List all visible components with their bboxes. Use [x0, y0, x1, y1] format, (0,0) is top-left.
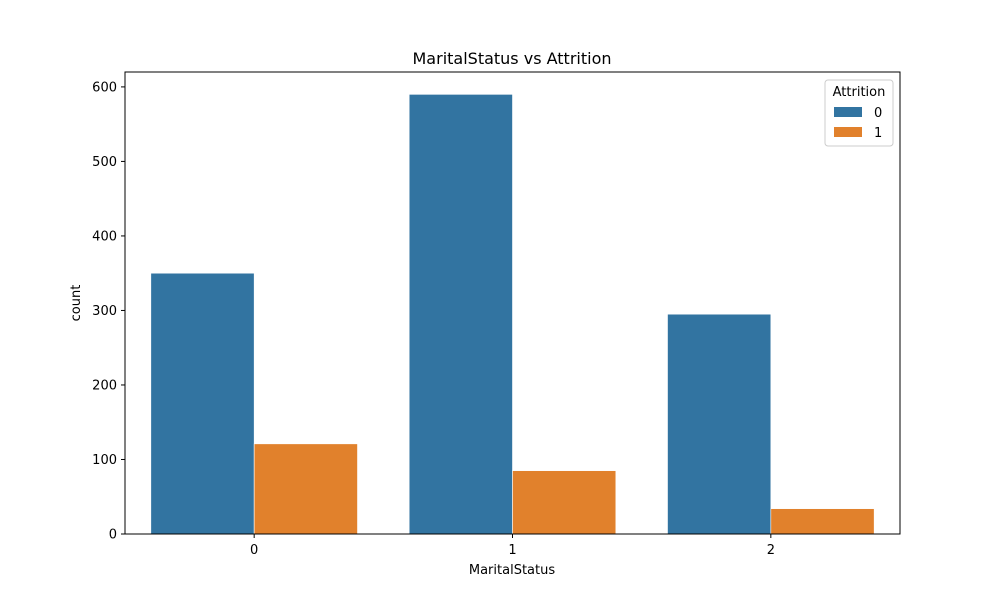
- legend-label-1: 1: [874, 126, 882, 141]
- legend-title: Attrition: [833, 85, 886, 100]
- x-tick-label: 0: [250, 543, 258, 558]
- bar-1-attrition-1: [512, 470, 617, 535]
- legend-label-0: 0: [874, 106, 882, 121]
- bar-2-attrition-1: [770, 508, 875, 535]
- y-tick-label: 500: [92, 155, 117, 170]
- chart-title: MaritalStatus vs Attrition: [413, 49, 612, 68]
- y-tick-label: 0: [109, 528, 117, 543]
- bar-0-attrition-0: [150, 272, 255, 535]
- bar-2-attrition-0: [667, 313, 772, 535]
- plot-frame: [124, 71, 901, 535]
- y-axis: 0 100 200 300 400 500 600: [92, 80, 125, 543]
- legend-swatch-1: [834, 127, 862, 137]
- y-tick-label: 300: [92, 304, 117, 319]
- y-tick-label: 100: [92, 453, 117, 468]
- legend: Attrition 0 1: [824, 79, 894, 147]
- y-tick-label: 400: [92, 229, 117, 244]
- x-tick-label: 1: [508, 543, 516, 558]
- y-tick-label: 600: [92, 80, 117, 95]
- x-axis: 0 1 2: [250, 534, 775, 558]
- x-tick-label: 2: [767, 543, 775, 558]
- x-axis-label: MaritalStatus: [469, 563, 555, 578]
- bar-1-attrition-0: [408, 94, 513, 535]
- legend-swatch-0: [834, 107, 862, 117]
- bars-group: [150, 94, 875, 535]
- y-tick-label: 200: [92, 378, 117, 393]
- y-axis-label: count: [69, 285, 84, 322]
- bar-0-attrition-1: [253, 443, 358, 535]
